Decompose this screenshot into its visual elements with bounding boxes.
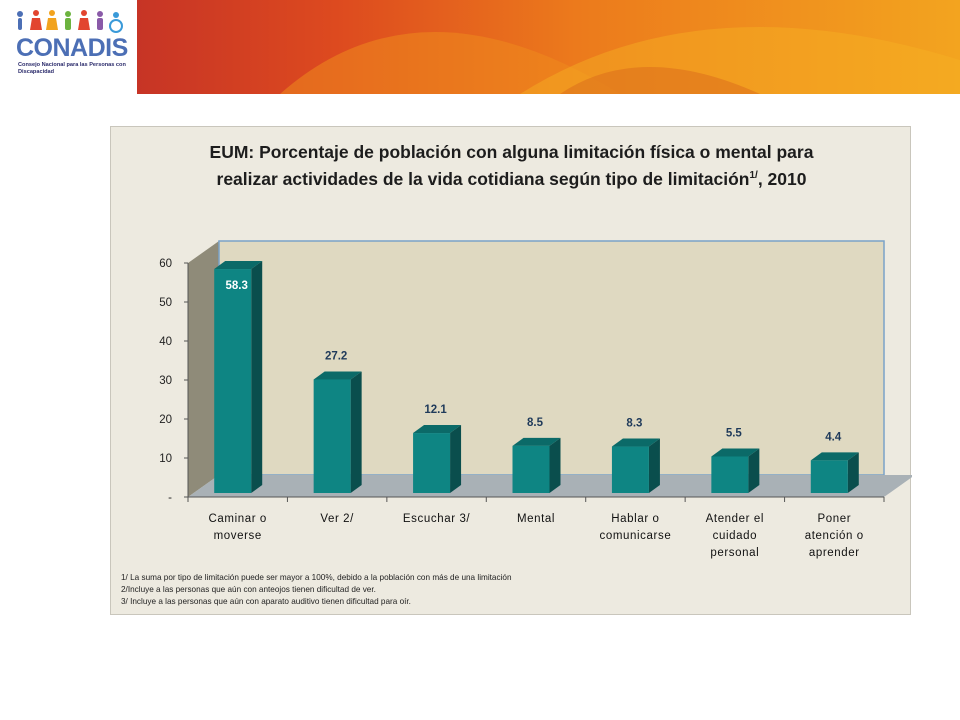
footnote-2: 2/Incluye a las personas que aún con ant… xyxy=(121,585,376,594)
bar xyxy=(313,371,362,493)
logo-name: CONADIS xyxy=(16,34,128,62)
x-tick-label: moverse xyxy=(214,530,262,542)
header-banner xyxy=(0,0,960,94)
bar-side xyxy=(549,437,561,493)
bar-side xyxy=(450,425,462,493)
value-labels: 58.3 27.2 12.1 8.5 8.3 5.5 4.4 xyxy=(226,280,842,443)
bar-front xyxy=(413,433,451,493)
bar-front xyxy=(313,379,351,493)
bar-front xyxy=(611,446,649,493)
logo-subtitle: Consejo Nacional para las Personas con D… xyxy=(18,62,126,75)
value-label: 5.5 xyxy=(726,427,743,439)
bar-top xyxy=(413,425,462,434)
x-tick-label: personal xyxy=(710,547,759,559)
bar-chart: - 10 20 30 40 50 60 58.3 27.2 12.1 8.5 8.3 5.5 4.4 C… xyxy=(159,240,912,559)
x-tick-label: aprender xyxy=(809,547,860,559)
bar-front xyxy=(512,445,550,493)
bar-side xyxy=(251,261,263,493)
x-tick-label: Caminar o xyxy=(208,513,266,525)
bar-side xyxy=(350,371,362,493)
chart-title-year: , 2010 xyxy=(757,168,807,189)
y-tick-label: 10 xyxy=(159,453,172,465)
x-tick-label: cuidado xyxy=(713,530,757,542)
y-axis: - 10 20 30 40 50 60 xyxy=(159,258,189,504)
chart-title-footnote-mark: 1/ xyxy=(749,170,758,181)
y-tick-label: 30 xyxy=(159,375,172,387)
bar-top xyxy=(611,438,660,447)
footnote-3: 3/ Incluye a las personas que aún con ap… xyxy=(121,597,411,606)
bar-front xyxy=(810,460,848,493)
people-figures-icon xyxy=(17,10,123,33)
y-tick-label: - xyxy=(168,492,172,504)
bars xyxy=(214,261,859,493)
x-tick-label: Escuchar 3/ xyxy=(403,513,471,525)
x-tick-label: comunicarse xyxy=(600,530,672,542)
bar-front xyxy=(214,269,252,493)
value-label: 58.3 xyxy=(226,280,248,292)
x-tick-label: Poner xyxy=(817,513,851,525)
conadis-logo[interactable]: CONADIS Consejo Nacional para las Person… xyxy=(0,0,137,94)
side-wall xyxy=(188,241,219,497)
bar xyxy=(611,438,660,493)
bar-side xyxy=(648,438,660,493)
value-label: 27.2 xyxy=(325,350,347,362)
bar-top xyxy=(512,437,561,446)
x-tick-label: atención o xyxy=(805,530,864,542)
chart-title: EUM: Porcentaje de población con alguna … xyxy=(111,141,912,191)
x-tick-label: Atender el xyxy=(706,513,764,525)
y-tick-label: 50 xyxy=(159,297,172,309)
x-tick-label: Mental xyxy=(517,513,555,525)
chart-panel: EUM: Porcentaje de población con alguna … xyxy=(110,126,912,615)
x-tick-label: Hablar o xyxy=(611,513,659,525)
bar-top xyxy=(313,371,362,380)
footnotes: 1/ La suma por tipo de limitación puede … xyxy=(121,572,512,608)
bar-top xyxy=(214,261,263,270)
bar xyxy=(512,437,561,493)
chart-title-line1: EUM: Porcentaje de población con alguna … xyxy=(209,142,814,162)
bar xyxy=(413,425,462,493)
bar xyxy=(711,448,760,493)
x-axis: Caminar o moverse Ver 2/Escuchar 3/Mental H… xyxy=(187,496,885,559)
value-label: 12.1 xyxy=(424,404,447,416)
bar-side xyxy=(748,448,760,493)
bar-side xyxy=(847,452,859,493)
x-tick-label: Ver 2/ xyxy=(320,513,354,525)
bar xyxy=(810,452,859,493)
banner-graphic xyxy=(0,0,960,94)
bar xyxy=(214,261,263,493)
y-tick-label: 60 xyxy=(159,258,172,270)
bar-front xyxy=(711,456,749,493)
y-tick-label: 40 xyxy=(159,336,172,348)
chart-title-line2: realizar actividades de la vida cotidian… xyxy=(216,168,750,189)
value-label: 8.5 xyxy=(527,417,544,429)
y-tick-label: 20 xyxy=(159,414,172,426)
bar-top xyxy=(810,452,859,461)
value-label: 4.4 xyxy=(825,431,842,443)
bar-top xyxy=(711,448,760,457)
value-label: 8.3 xyxy=(626,418,642,430)
footnote-1: 1/ La suma por tipo de limitación puede … xyxy=(121,573,512,582)
